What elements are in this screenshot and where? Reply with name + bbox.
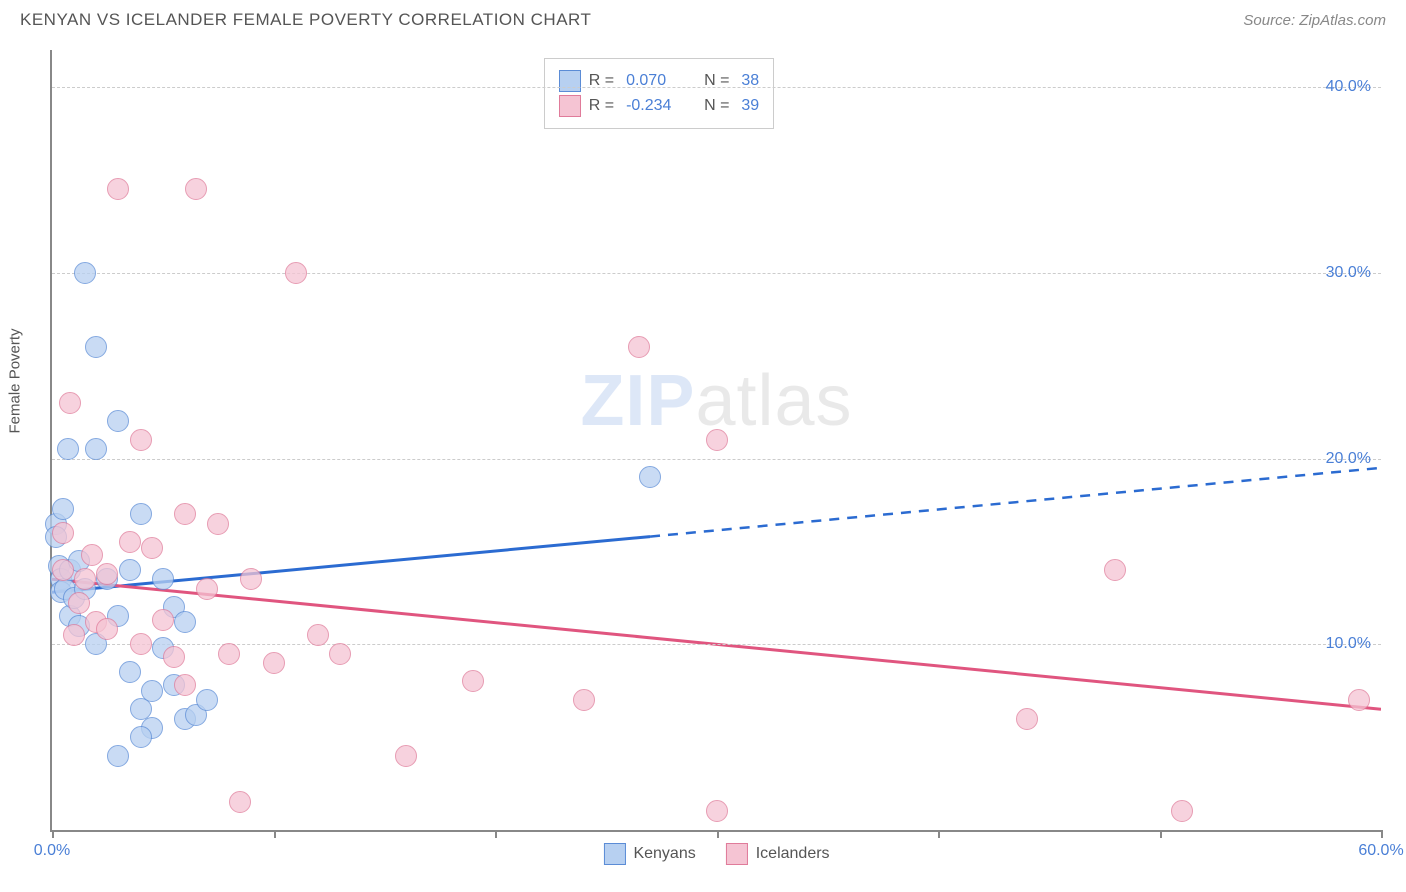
x-tick [717, 830, 719, 838]
scatter-point [1348, 689, 1370, 711]
scatter-point [174, 674, 196, 696]
scatter-point [307, 624, 329, 646]
scatter-point [85, 438, 107, 460]
x-tick-label: 60.0% [1358, 842, 1403, 860]
scatter-point [152, 609, 174, 631]
scatter-point [174, 611, 196, 633]
source-label: Source: ZipAtlas.com [1243, 12, 1386, 29]
scatter-point [1171, 800, 1193, 822]
scatter-point [706, 429, 728, 451]
stats-legend: R = 0.070N = 38 R = -0.234N = 39 [544, 58, 774, 129]
y-tick-label: 20.0% [1326, 450, 1371, 468]
scatter-point [395, 745, 417, 767]
scatter-point [52, 522, 74, 544]
scatter-point [130, 429, 152, 451]
scatter-point [119, 531, 141, 553]
x-tick-label: 0.0% [34, 842, 70, 860]
gridline [52, 459, 1381, 460]
scatter-point [85, 336, 107, 358]
scatter-point [119, 661, 141, 683]
legend-row: R = -0.234N = 39 [559, 95, 759, 117]
scatter-point [52, 559, 74, 581]
scatter-point [639, 466, 661, 488]
scatter-point [63, 624, 85, 646]
scatter-point [174, 503, 196, 525]
scatter-point [240, 568, 262, 590]
scatter-point [52, 498, 74, 520]
scatter-point [130, 726, 152, 748]
scatter-point [107, 745, 129, 767]
scatter-point [462, 670, 484, 692]
scatter-point [573, 689, 595, 711]
scatter-point [207, 513, 229, 535]
scatter-point [163, 646, 185, 668]
scatter-point [141, 537, 163, 559]
gridline [52, 87, 1381, 88]
scatter-point [152, 568, 174, 590]
scatter-chart: ZIPatlas R = 0.070N = 38R = -0.234N = 39… [50, 50, 1381, 832]
scatter-point [229, 791, 251, 813]
x-tick [938, 830, 940, 838]
scatter-point [57, 438, 79, 460]
scatter-point [130, 503, 152, 525]
y-axis-label: Female Poverty [7, 328, 24, 433]
scatter-point [107, 178, 129, 200]
legend-item: Icelanders [726, 843, 830, 865]
scatter-point [196, 689, 218, 711]
scatter-point [107, 410, 129, 432]
gridline [52, 644, 1381, 645]
scatter-point [263, 652, 285, 674]
scatter-point [74, 568, 96, 590]
scatter-point [68, 592, 90, 614]
scatter-point [74, 262, 96, 284]
scatter-point [119, 559, 141, 581]
x-tick [1381, 830, 1383, 838]
y-tick-label: 40.0% [1326, 78, 1371, 96]
scatter-point [285, 262, 307, 284]
scatter-point [141, 680, 163, 702]
scatter-point [130, 633, 152, 655]
scatter-point [1104, 559, 1126, 581]
scatter-point [628, 336, 650, 358]
series-legend: Kenyans Icelanders [603, 843, 829, 865]
x-tick [1160, 830, 1162, 838]
scatter-point [81, 544, 103, 566]
scatter-point [185, 178, 207, 200]
scatter-point [59, 392, 81, 414]
scatter-point [96, 618, 118, 640]
x-tick [52, 830, 54, 838]
scatter-point [218, 643, 240, 665]
scatter-point [329, 643, 351, 665]
gridline [52, 273, 1381, 274]
x-tick [495, 830, 497, 838]
chart-title: KENYAN VS ICELANDER FEMALE POVERTY CORRE… [20, 10, 591, 30]
scatter-point [1016, 708, 1038, 730]
scatter-point [706, 800, 728, 822]
y-tick-label: 30.0% [1326, 264, 1371, 282]
scatter-point [96, 563, 118, 585]
scatter-point [196, 578, 218, 600]
x-tick [274, 830, 276, 838]
legend-item: Kenyans [603, 843, 695, 865]
legend-row: R = 0.070N = 38 [559, 70, 759, 92]
y-tick-label: 10.0% [1326, 635, 1371, 653]
